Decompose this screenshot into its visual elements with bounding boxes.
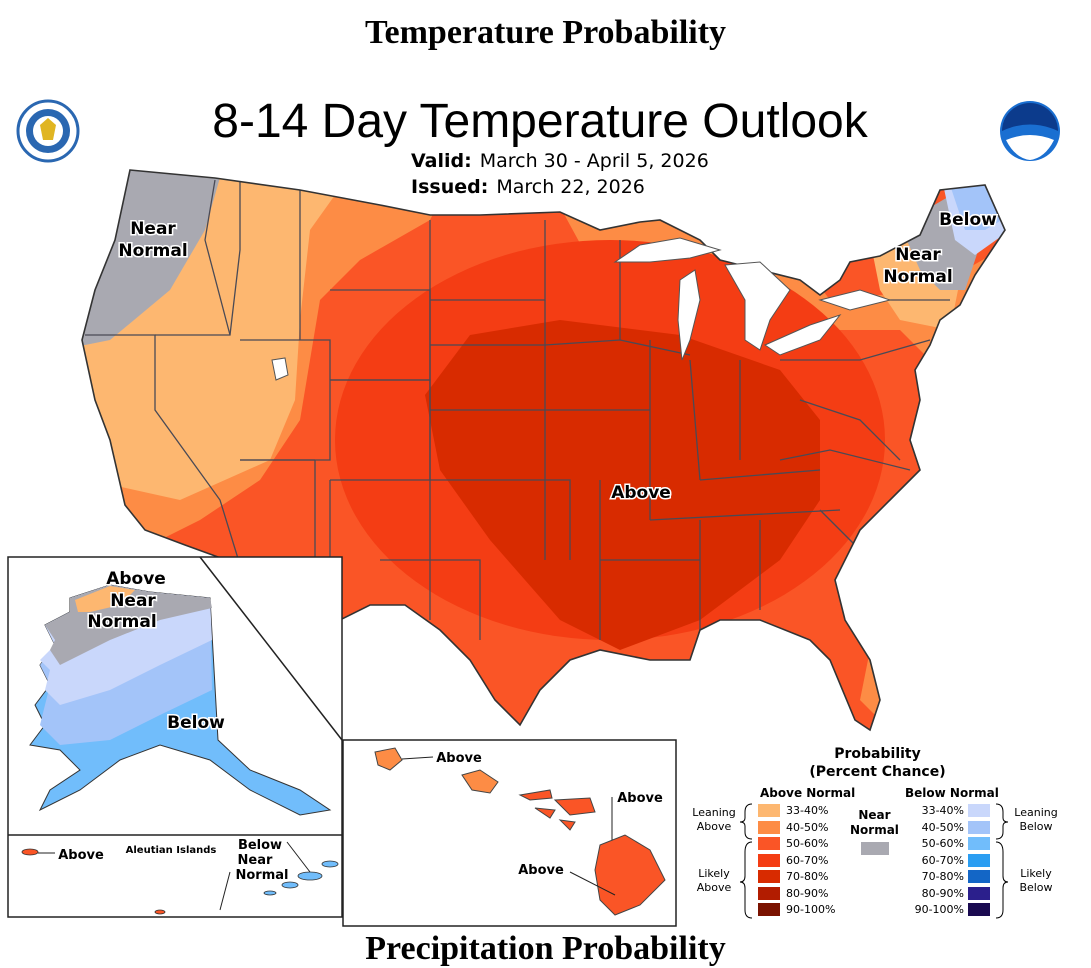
label-hawaii-above-2: Above [617,791,663,806]
legend-swatch [758,820,780,834]
legend-swatch [968,886,990,900]
legend-label: 70-80% [921,870,964,883]
legend-swatch [968,804,990,817]
legend-label: 60-70% [921,853,964,867]
probability-legend: Probability (Percent Chance) Above Norma… [690,742,1085,927]
legend-likely-above: Likely Above [696,867,732,894]
legend-label: 33-40% [921,804,964,817]
legend-swatch [758,853,780,867]
label-above-central: Above [611,483,671,503]
legend-swatch [968,903,990,916]
state-borders [85,170,950,640]
legend-leaning-above: Leaning Above [692,806,736,833]
legend-label: 40-50% [786,820,829,834]
band-above-70-80 [425,320,820,650]
label-aleutian-below: Below [238,838,282,853]
legend-swatch [968,870,990,883]
legend-label: 50-60% [921,837,964,850]
aleutian-islands [21,848,339,915]
doc-seal-logo [16,99,80,163]
label-aleutian-near: Near [238,853,273,868]
legend-swatch [758,870,780,883]
label-near-normal-ne-2: Normal [883,267,952,287]
label-hawaii-above-1: Above [436,751,482,766]
legend-above-header: Above Normal [760,786,856,800]
legend-near-normal-swatch [861,842,889,855]
legend-label: 33-40% [786,804,829,817]
label-alaska-above: Above [106,569,166,589]
legend-label: 80-90% [921,886,964,900]
label-aleutian-normal: Normal [236,868,289,883]
legend-swatch [758,837,780,850]
label-alaska-near-2: Normal [87,612,156,632]
legend-swatch [758,804,780,817]
page-header-title: Temperature Probability [364,14,727,51]
legend-label: 50-60% [786,837,829,850]
legend-swatch [968,853,990,867]
issued-date: Issued: March 22, 2026 [411,176,645,198]
label-near-normal-west-1: Near [130,219,176,239]
label-aleutian-title: Aleutian Islands [126,845,217,856]
label-aleutian-above: Above [58,848,104,863]
legend-label: 60-70% [786,853,829,867]
legend-label: 40-50% [921,820,964,834]
legend-swatch [968,837,990,850]
label-alaska-below: Below [167,713,225,733]
hawaii-islands [374,747,666,916]
label-hawaii-above-3: Above [518,863,564,878]
legend-label: 90-100% [786,903,836,916]
legend-swatch [968,820,990,834]
legend-title: Probability (Percent Chance) [809,746,946,780]
label-near-normal-west-2: Normal [118,241,187,261]
legend-label: 80-90% [786,886,829,900]
great-salt-lake [271,357,289,381]
map-title: 8-14 Day Temperature Outlook [212,95,868,148]
alaska-map [29,584,332,816]
legend-likely-below: Likely Below [1019,867,1053,894]
label-below-ne: Below [939,210,997,230]
outlook-map: Near Normal Below Near Normal Above Abov… [7,99,1060,927]
legend-below-header: Below Normal [905,786,999,800]
legend-leaning-below: Leaning Below [1014,806,1058,833]
legend-swatch [758,886,780,900]
noaa-logo [1000,101,1060,161]
label-alaska-near-1: Near [110,591,156,611]
label-near-normal-ne-1: Near [895,245,941,265]
legend-label: 90-100% [914,903,964,916]
footer-title: Precipitation Probability [365,930,726,967]
legend-near-normal: Near Normal [850,808,899,837]
legend-braces [739,803,1009,919]
valid-dates: Valid: March 30 - April 5, 2026 [411,150,709,172]
legend-label: 70-80% [786,870,829,883]
great-lakes [613,237,892,361]
legend-swatch [758,903,780,916]
